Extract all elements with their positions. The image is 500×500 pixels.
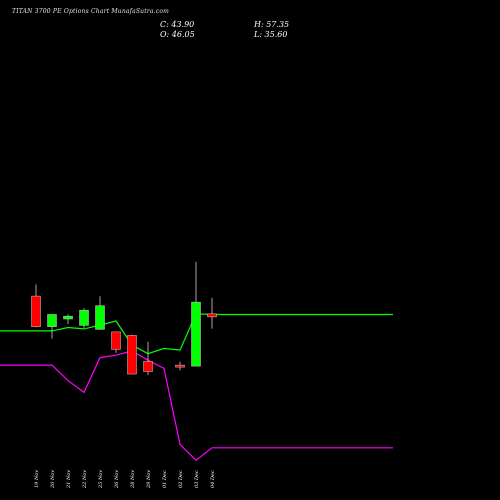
candle <box>95 296 105 331</box>
candle <box>79 308 89 328</box>
candle <box>175 361 185 371</box>
open-value: O: 46.05 <box>160 30 195 39</box>
candle <box>207 297 217 329</box>
x-tick-label: 19 Nov <box>34 470 40 488</box>
candle-body <box>127 335 137 375</box>
candle-body <box>31 295 41 327</box>
candle-body <box>95 305 105 330</box>
candle-body <box>47 314 57 327</box>
candle-body <box>111 331 121 350</box>
candle <box>47 314 57 339</box>
lower-band-line <box>0 350 393 461</box>
candle <box>31 284 41 328</box>
close-value: C: 43.90 <box>160 20 195 29</box>
candle <box>111 331 121 353</box>
x-axis-labels: 19 Nov 20 Nov 21 Nov 22 Nov 25 Nov 26 Nov 28 N… <box>34 470 216 489</box>
candle-body <box>191 301 201 367</box>
candles <box>31 261 217 376</box>
candle <box>63 314 73 324</box>
candle <box>143 341 153 376</box>
x-tick-label: 20 Nov <box>50 470 56 489</box>
candle <box>191 261 201 367</box>
chart-title: TITAN 3700 PE Options Chart MunafaSutra.… <box>12 8 170 15</box>
x-tick-label: 04 Dec <box>210 470 216 488</box>
candle-body <box>207 313 217 318</box>
x-tick-label: 29 Nov <box>146 470 152 489</box>
high-value: H: 57.35 <box>254 20 290 29</box>
x-tick-label: 21 Nov <box>66 470 72 489</box>
x-tick-label: 28 Nov <box>130 470 136 489</box>
low-value: L: 35.60 <box>254 30 288 39</box>
candle-body <box>143 361 153 372</box>
candle-body <box>79 309 89 326</box>
x-tick-label: 01 Dec <box>162 470 168 488</box>
candle-body <box>63 315 73 320</box>
x-tick-label: 02 Dec <box>178 470 184 488</box>
candle-body <box>175 364 185 368</box>
x-tick-label: 26 Nov <box>114 470 120 489</box>
x-tick-label: 25 Nov <box>98 470 104 489</box>
x-tick-label: 03 Dec <box>194 470 200 488</box>
x-tick-label: 22 Nov <box>82 470 88 489</box>
candle <box>127 334 137 375</box>
